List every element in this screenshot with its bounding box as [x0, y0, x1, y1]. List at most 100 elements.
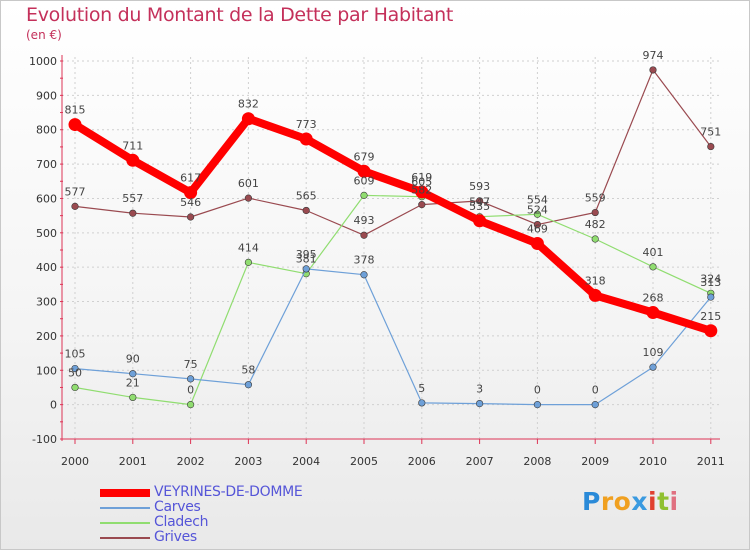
y-tick-label: 500 — [36, 227, 57, 240]
data-label: 832 — [238, 98, 259, 111]
data-label: 90 — [126, 353, 140, 366]
data-label: 773 — [296, 118, 317, 131]
data-point — [707, 142, 715, 151]
x-tick-label: 2007 — [466, 455, 494, 468]
data-label: 619 — [411, 171, 432, 184]
data-label: 554 — [527, 193, 548, 206]
series-line-grives — [74, 69, 712, 236]
data-label: 324 — [700, 272, 721, 285]
data-label: 469 — [527, 222, 548, 235]
data-label: 711 — [122, 139, 143, 152]
data-point — [649, 66, 657, 74]
data-label: 105 — [65, 348, 86, 361]
data-point — [533, 401, 542, 409]
data-point — [360, 231, 368, 239]
data-point — [476, 197, 484, 205]
data-label: 617 — [180, 172, 201, 185]
data-point — [473, 214, 487, 228]
x-tick-label: 2005 — [350, 455, 378, 468]
data-point — [357, 164, 371, 178]
data-point — [187, 375, 195, 383]
data-label: 5 — [418, 382, 425, 395]
data-point — [71, 364, 79, 373]
legend-swatch — [100, 537, 150, 539]
data-point — [244, 381, 252, 389]
y-tick-label: 400 — [36, 261, 57, 274]
y-tick-label: 900 — [36, 89, 57, 102]
data-label: 268 — [643, 292, 664, 305]
data-point — [244, 194, 252, 202]
chart-subtitle: (en €) — [26, 28, 62, 42]
y-tick-label: -100 — [32, 433, 57, 446]
data-point — [530, 236, 544, 250]
data-label: 815 — [65, 104, 86, 117]
data-label: 609 — [354, 174, 375, 187]
x-tick-label: 2009 — [581, 455, 609, 468]
data-point — [649, 363, 657, 371]
legend-label: Cladech — [154, 514, 209, 530]
data-point — [244, 258, 252, 266]
data-label: 318 — [585, 274, 606, 287]
data-label: 109 — [643, 346, 664, 359]
series-line-veyrines-de-domme — [71, 114, 715, 335]
data-label: 401 — [643, 246, 664, 259]
data-point — [707, 293, 715, 301]
proxiti-logo: Proxiti — [582, 487, 679, 516]
data-label: 75 — [184, 358, 198, 371]
legend-swatch — [100, 522, 150, 524]
data-label: 751 — [700, 126, 721, 139]
data-point — [241, 112, 255, 126]
data-point — [476, 400, 484, 408]
data-label: 50 — [68, 366, 82, 379]
series-line-cladech — [74, 194, 712, 406]
y-tick-label: 100 — [36, 364, 57, 377]
x-tick-label: 2000 — [61, 455, 89, 468]
data-point — [591, 208, 599, 217]
data-label: 0 — [592, 384, 599, 397]
data-label: 547 — [469, 196, 490, 209]
legend-label: Carves — [154, 499, 201, 515]
series-line-carves — [74, 268, 712, 406]
data-point — [299, 132, 313, 146]
data-point — [588, 288, 602, 302]
legend-label: VEYRINES-DE-DOMME — [154, 484, 303, 500]
data-label: 0 — [187, 384, 194, 397]
data-label: 535 — [469, 200, 490, 213]
data-label: 582 — [411, 184, 432, 197]
data-label: 605 — [411, 176, 432, 189]
data-point — [129, 393, 137, 402]
y-tick-label: 300 — [36, 296, 57, 309]
data-point — [418, 399, 426, 407]
grid-layer — [62, 57, 720, 440]
chart-title: Evolution du Montant de la Dette par Hab… — [26, 4, 454, 26]
data-label: 557 — [122, 192, 143, 205]
data-point — [704, 324, 718, 338]
data-label: 524 — [527, 204, 548, 217]
data-point — [184, 186, 198, 200]
axis-layer: 10009008007006005004003002001000-1002000… — [29, 55, 725, 468]
data-point — [415, 185, 429, 199]
y-tick-label: 800 — [36, 124, 57, 137]
data-point — [302, 265, 310, 273]
data-point — [591, 401, 599, 409]
data-label: 482 — [585, 218, 606, 231]
data-label: 559 — [585, 192, 606, 205]
legend-swatch — [100, 507, 150, 509]
x-tick-label: 2001 — [119, 455, 147, 468]
data-label: 381 — [296, 253, 317, 266]
data-label: 601 — [238, 177, 259, 190]
data-label: 395 — [296, 248, 317, 261]
y-tick-label: 200 — [36, 330, 57, 343]
y-tick-label: 700 — [36, 158, 57, 171]
x-tick-label: 2008 — [523, 455, 551, 468]
x-tick-label: 2002 — [177, 455, 205, 468]
legend-swatch — [100, 489, 150, 497]
data-label: 313 — [700, 276, 721, 289]
data-label: 974 — [643, 49, 664, 62]
series-layer — [68, 66, 718, 409]
data-point — [360, 271, 368, 279]
y-tick-label: 0 — [50, 399, 57, 412]
